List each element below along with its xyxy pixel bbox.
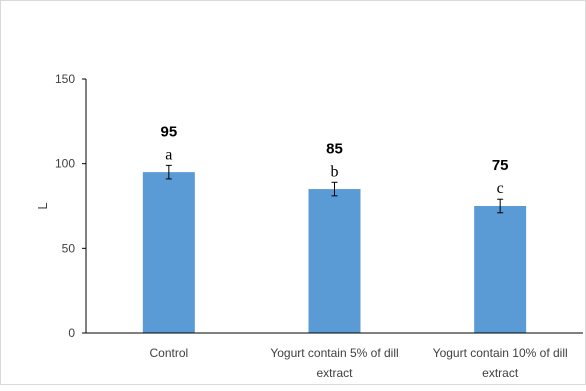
y-tick-label: 150 <box>55 72 75 86</box>
y-tick-label: 100 <box>55 157 75 171</box>
x-tick-label: Control <box>149 346 188 360</box>
significance-letter: a <box>165 146 172 163</box>
bar <box>308 189 361 333</box>
bar <box>142 172 195 333</box>
data-label: 85 <box>326 140 343 157</box>
y-axis: 0 50 100 150 <box>55 72 87 340</box>
data-label: 75 <box>492 157 509 174</box>
data-labels: a 95 b 85 c 75 <box>160 123 508 197</box>
significance-letter: c <box>497 180 504 197</box>
data-label: 95 <box>160 123 177 140</box>
significance-letter: b <box>331 163 339 180</box>
y-axis-title: L <box>35 202 50 209</box>
x-tick-label: extract <box>316 366 353 380</box>
x-tick-label: Yogurt contain 5% of dill <box>270 346 398 360</box>
x-tick-label: Yogurt contain 10% of dill <box>433 346 568 360</box>
error-bars <box>165 164 504 214</box>
x-axis: Control Yogurt contain 5% of dill extract Y… <box>86 332 583 380</box>
y-tick-label: 0 <box>68 326 75 340</box>
bars <box>142 172 527 333</box>
x-tick-label: extract <box>482 366 519 380</box>
bar <box>474 206 527 333</box>
y-tick-label: 50 <box>62 241 76 255</box>
